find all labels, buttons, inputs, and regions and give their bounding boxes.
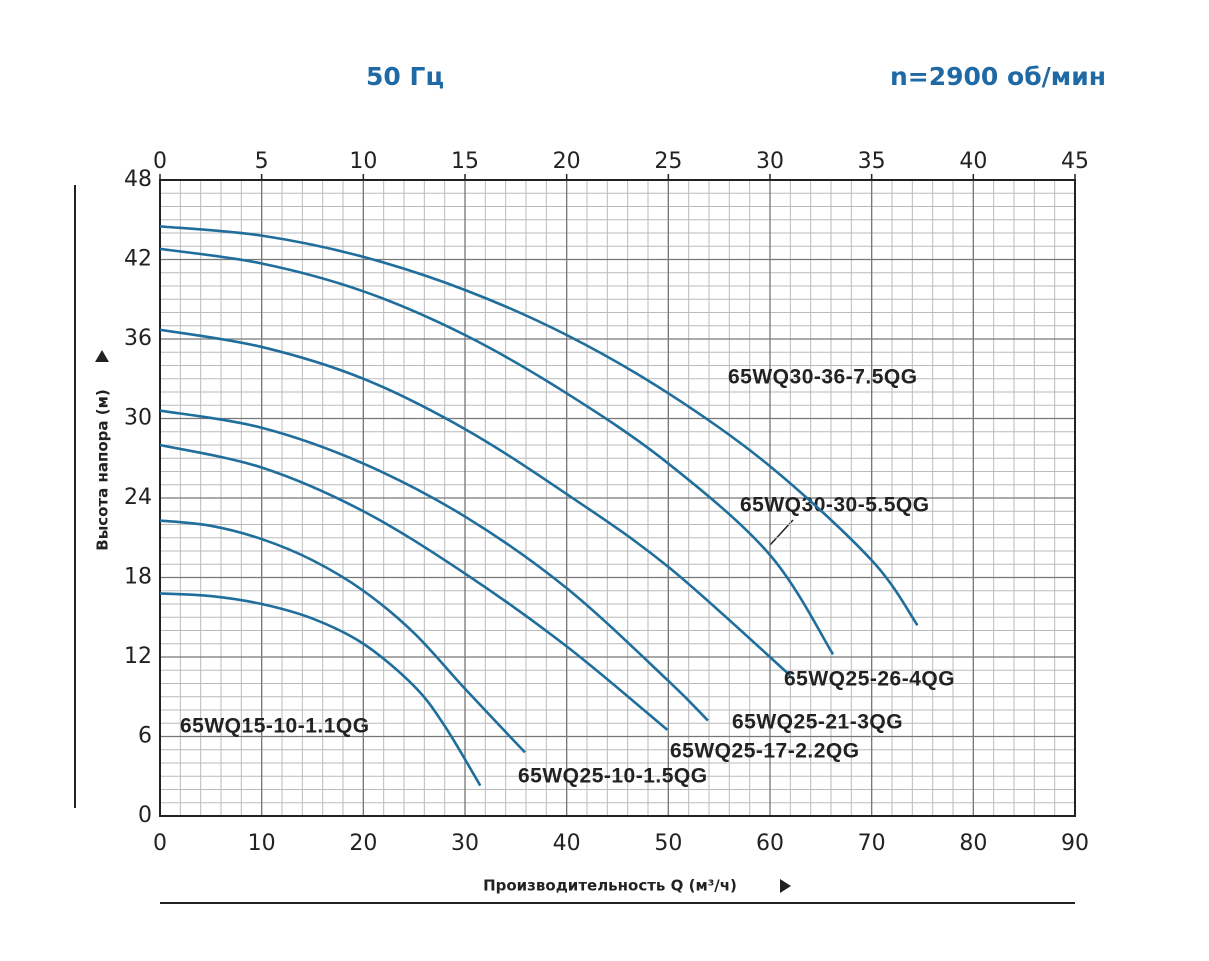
y-tick-label: 24 — [124, 485, 152, 510]
y-axis-label: Высота напора (м) — [94, 389, 112, 550]
x2-tick-label: 45 — [1061, 149, 1089, 174]
x-tick-label: 30 — [451, 831, 479, 856]
curve — [159, 519, 526, 754]
y-tick-label: 48 — [124, 167, 152, 192]
y-tick-label: 36 — [124, 326, 152, 351]
y-tick-label: 0 — [138, 803, 152, 828]
x-tick-label: 60 — [756, 831, 784, 856]
x-tick-label: 80 — [959, 831, 987, 856]
curve-label: 65WQ25-21-3QG — [732, 711, 903, 734]
x-arrow — [780, 879, 791, 893]
x2-tick-label: 35 — [858, 149, 886, 174]
leader-line — [769, 519, 794, 546]
curve — [159, 592, 482, 787]
x2-tick-label: 5 — [255, 149, 269, 174]
y-tick-label: 12 — [124, 644, 152, 669]
y-arrow — [95, 350, 109, 362]
curve — [159, 328, 792, 677]
curve-label: 65WQ30-36-7.5QG — [728, 366, 918, 389]
x-tick-label: 50 — [654, 831, 682, 856]
x-tick-label: 90 — [1061, 831, 1089, 856]
y-tick-label: 6 — [138, 724, 152, 749]
x-tick-label: 40 — [553, 831, 581, 856]
x2-tick-label: 30 — [756, 149, 784, 174]
x-axis-label: Производительность Q (м³/ч) — [483, 877, 737, 895]
x2-tick-label: 25 — [654, 149, 682, 174]
curve-label: 65WQ25-26-4QG — [784, 668, 955, 691]
curve — [159, 409, 709, 722]
curve — [159, 225, 919, 626]
x-tick-label: 20 — [349, 831, 377, 856]
x2-tick-label: 40 — [959, 149, 987, 174]
x2-tick-label: 10 — [349, 149, 377, 174]
x-tick-label: 70 — [858, 831, 886, 856]
curve-label: 65WQ25-17-2.2QG — [670, 740, 860, 763]
curve-label: 65WQ15-10-1.1QG — [180, 715, 370, 738]
x2-tick-label: 15 — [451, 149, 479, 174]
x-tick-label: 10 — [248, 831, 276, 856]
curve — [159, 247, 835, 656]
curve — [159, 443, 669, 731]
speed: n=2900 об/мин — [890, 62, 1106, 91]
y-tick-label: 42 — [124, 247, 152, 272]
curve-label: 65WQ30-30-5.5QG — [740, 494, 930, 517]
y-tick-label: 18 — [124, 565, 152, 590]
frequency: 50 Гц — [366, 62, 444, 91]
x2-tick-label: 20 — [553, 149, 581, 174]
x2-tick-label: 0 — [153, 149, 167, 174]
y-tick-label: 30 — [124, 406, 152, 431]
curve-label: 65WQ25-10-1.5QG — [518, 765, 708, 788]
plot-frame — [159, 179, 1076, 817]
x-tick-label: 0 — [153, 831, 167, 856]
